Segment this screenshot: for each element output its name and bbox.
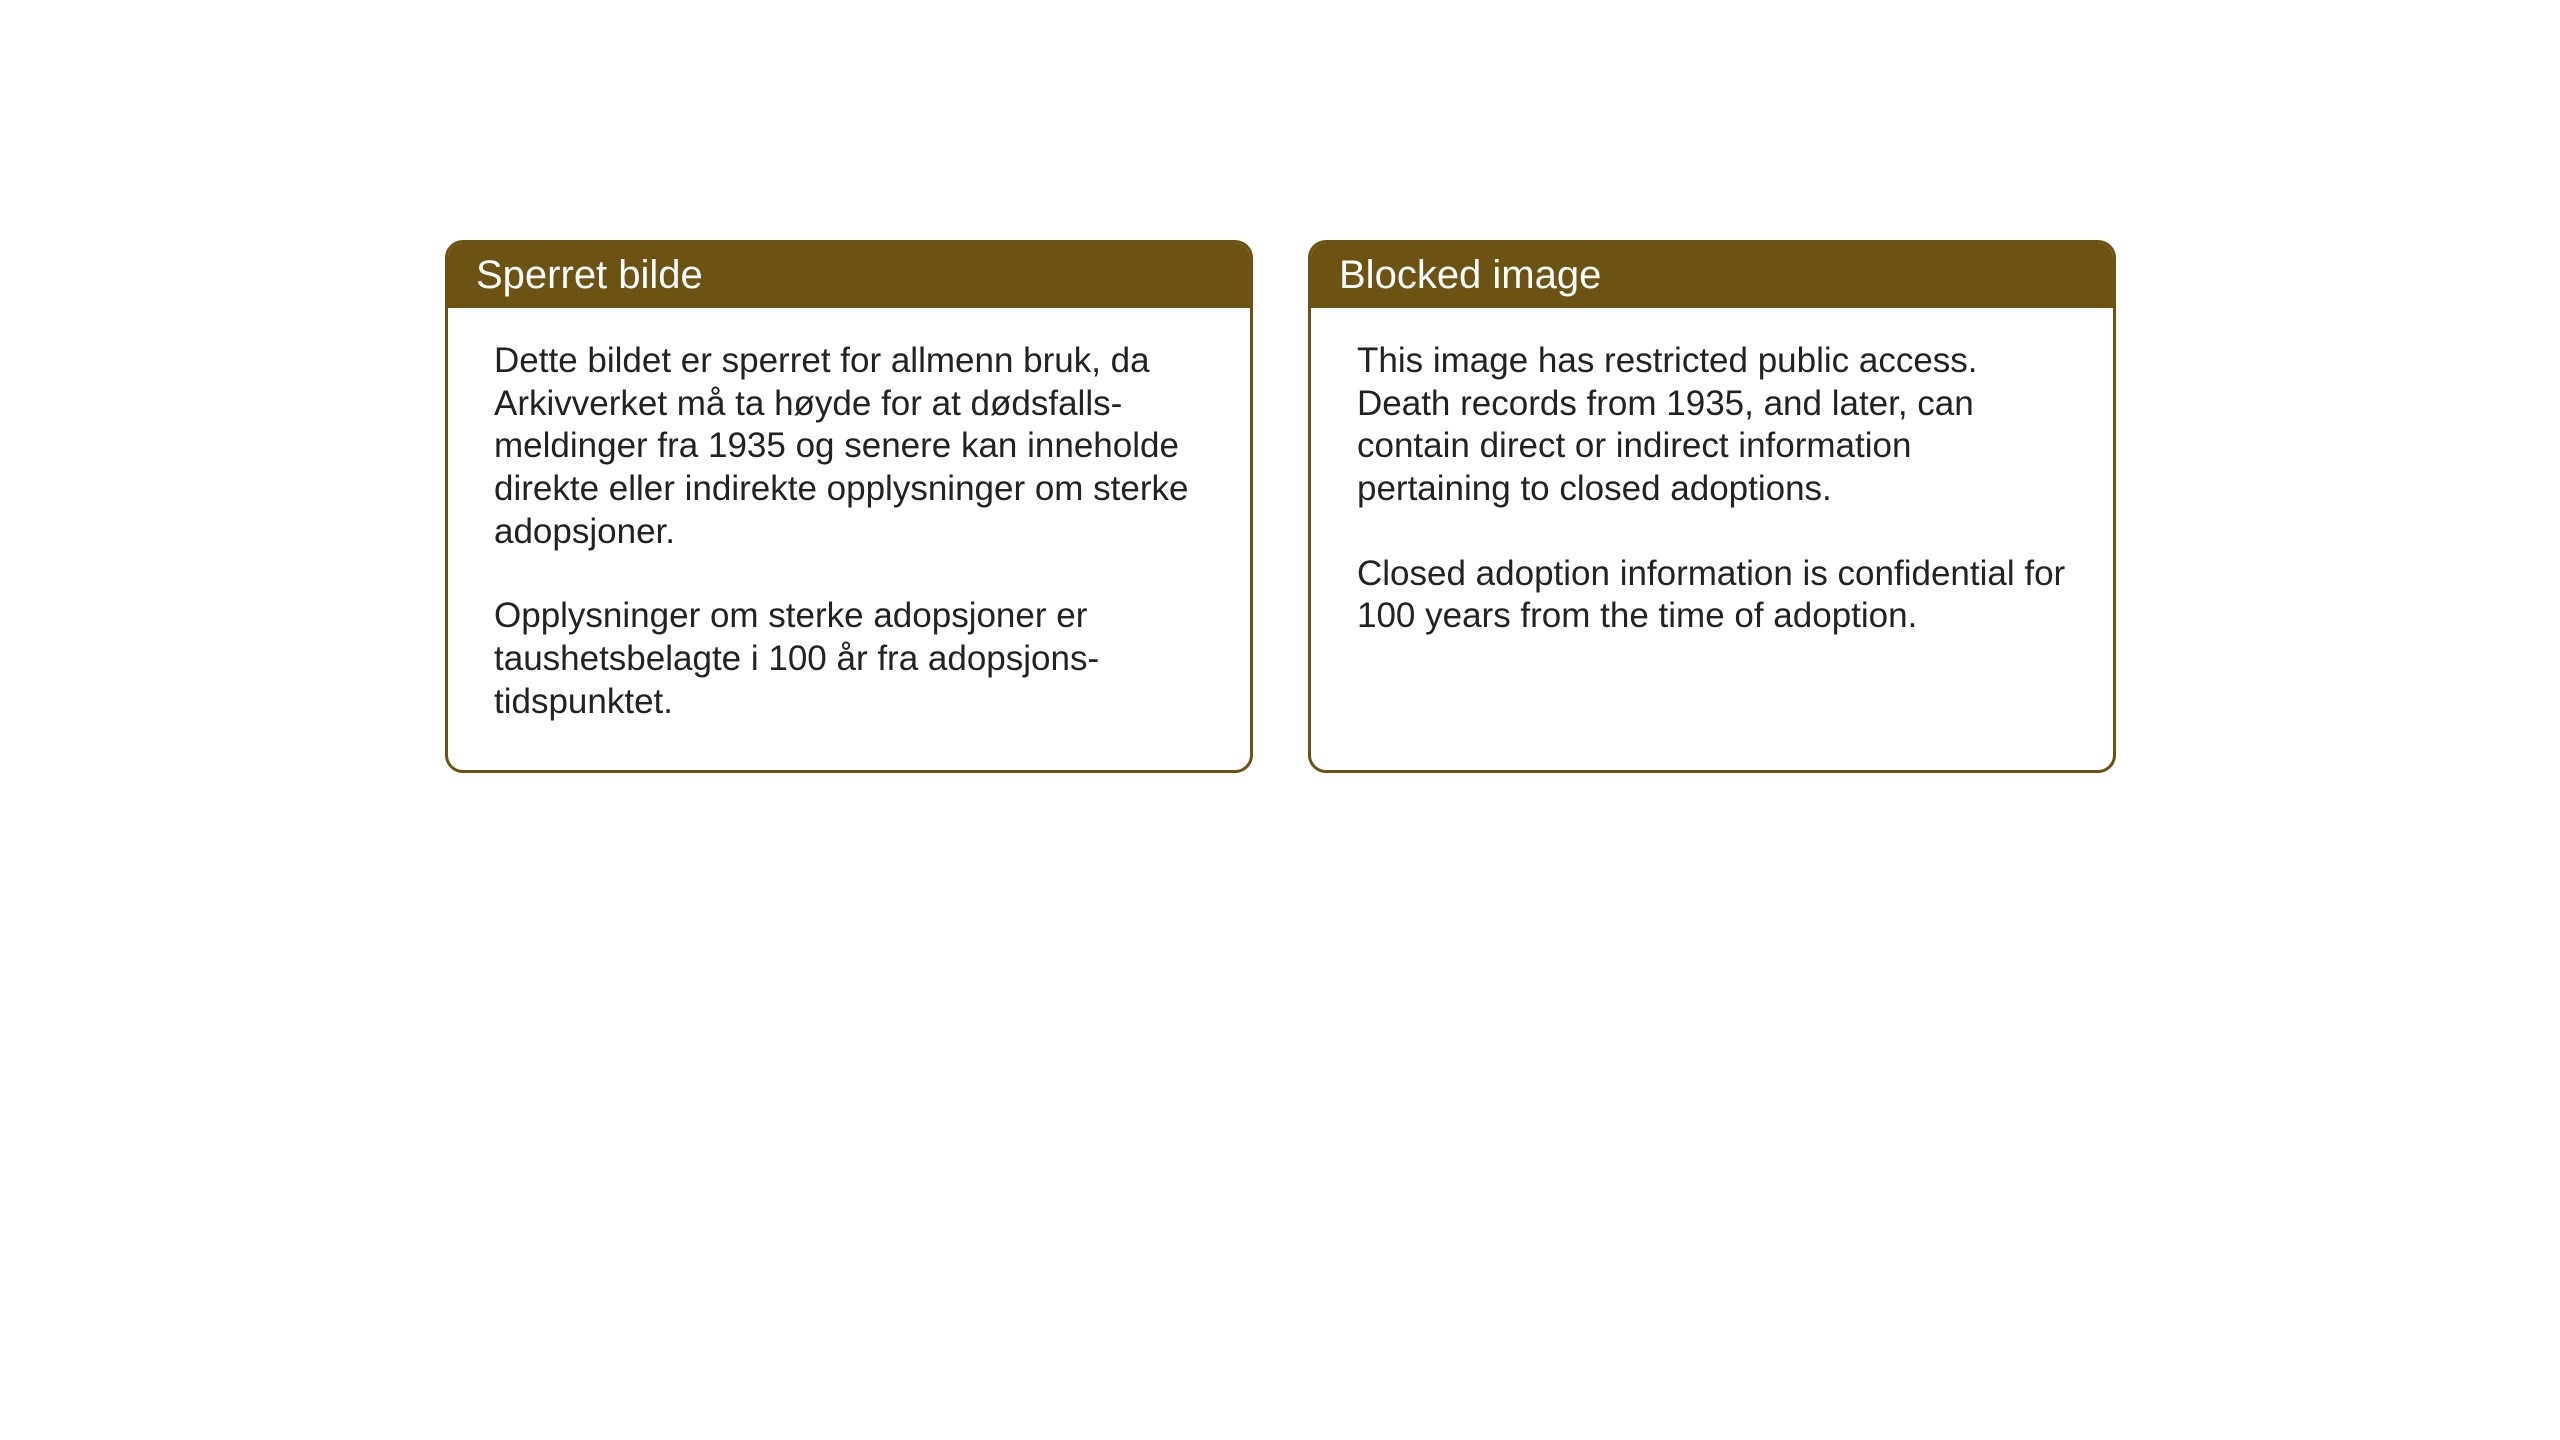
notice-paragraph-1-norwegian: Dette bildet er sperret for allmenn bruk… (494, 340, 1204, 553)
notice-body-english: This image has restricted public access.… (1311, 308, 2113, 748)
notice-header-english: Blocked image (1311, 243, 2113, 308)
notice-paragraph-1-english: This image has restricted public access.… (1357, 340, 2067, 511)
notice-body-norwegian: Dette bildet er sperret for allmenn bruk… (448, 308, 1250, 770)
notice-card-english: Blocked image This image has restricted … (1308, 240, 2116, 773)
notice-paragraph-2-norwegian: Opplysninger om sterke adopsjoner er tau… (494, 595, 1204, 723)
notice-header-norwegian: Sperret bilde (448, 243, 1250, 308)
notice-card-norwegian: Sperret bilde Dette bildet er sperret fo… (445, 240, 1253, 773)
notice-paragraph-2-english: Closed adoption information is confident… (1357, 553, 2067, 638)
notice-container: Sperret bilde Dette bildet er sperret fo… (445, 240, 2116, 773)
